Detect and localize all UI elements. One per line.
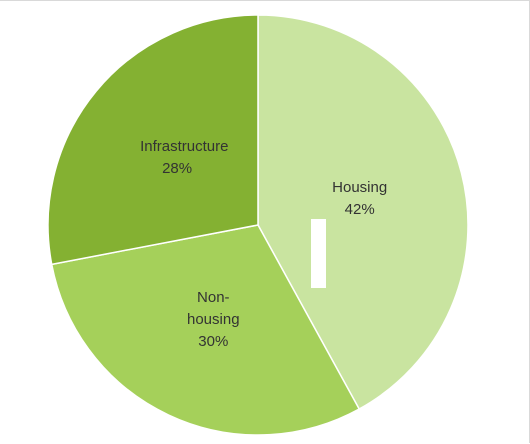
- artifact-rect: [311, 219, 326, 288]
- slices: [47, 14, 469, 436]
- category-label: Infrastructure: [140, 138, 229, 156]
- pie-slice: [257, 14, 469, 411]
- category-label: Non-housing: [187, 289, 240, 328]
- slice-label: Infrastructure 28%: [140, 136, 229, 180]
- slice-label: Housing 42%: [323, 177, 397, 221]
- pie-slice: [47, 14, 259, 266]
- value-label: 30%: [198, 333, 229, 350]
- pie-slice: [50, 224, 361, 436]
- value-label: 28%: [162, 160, 193, 178]
- slice-label: Non-housing 30%: [176, 287, 250, 353]
- category-label: Housing: [332, 178, 388, 196]
- value-label: 42%: [344, 200, 375, 218]
